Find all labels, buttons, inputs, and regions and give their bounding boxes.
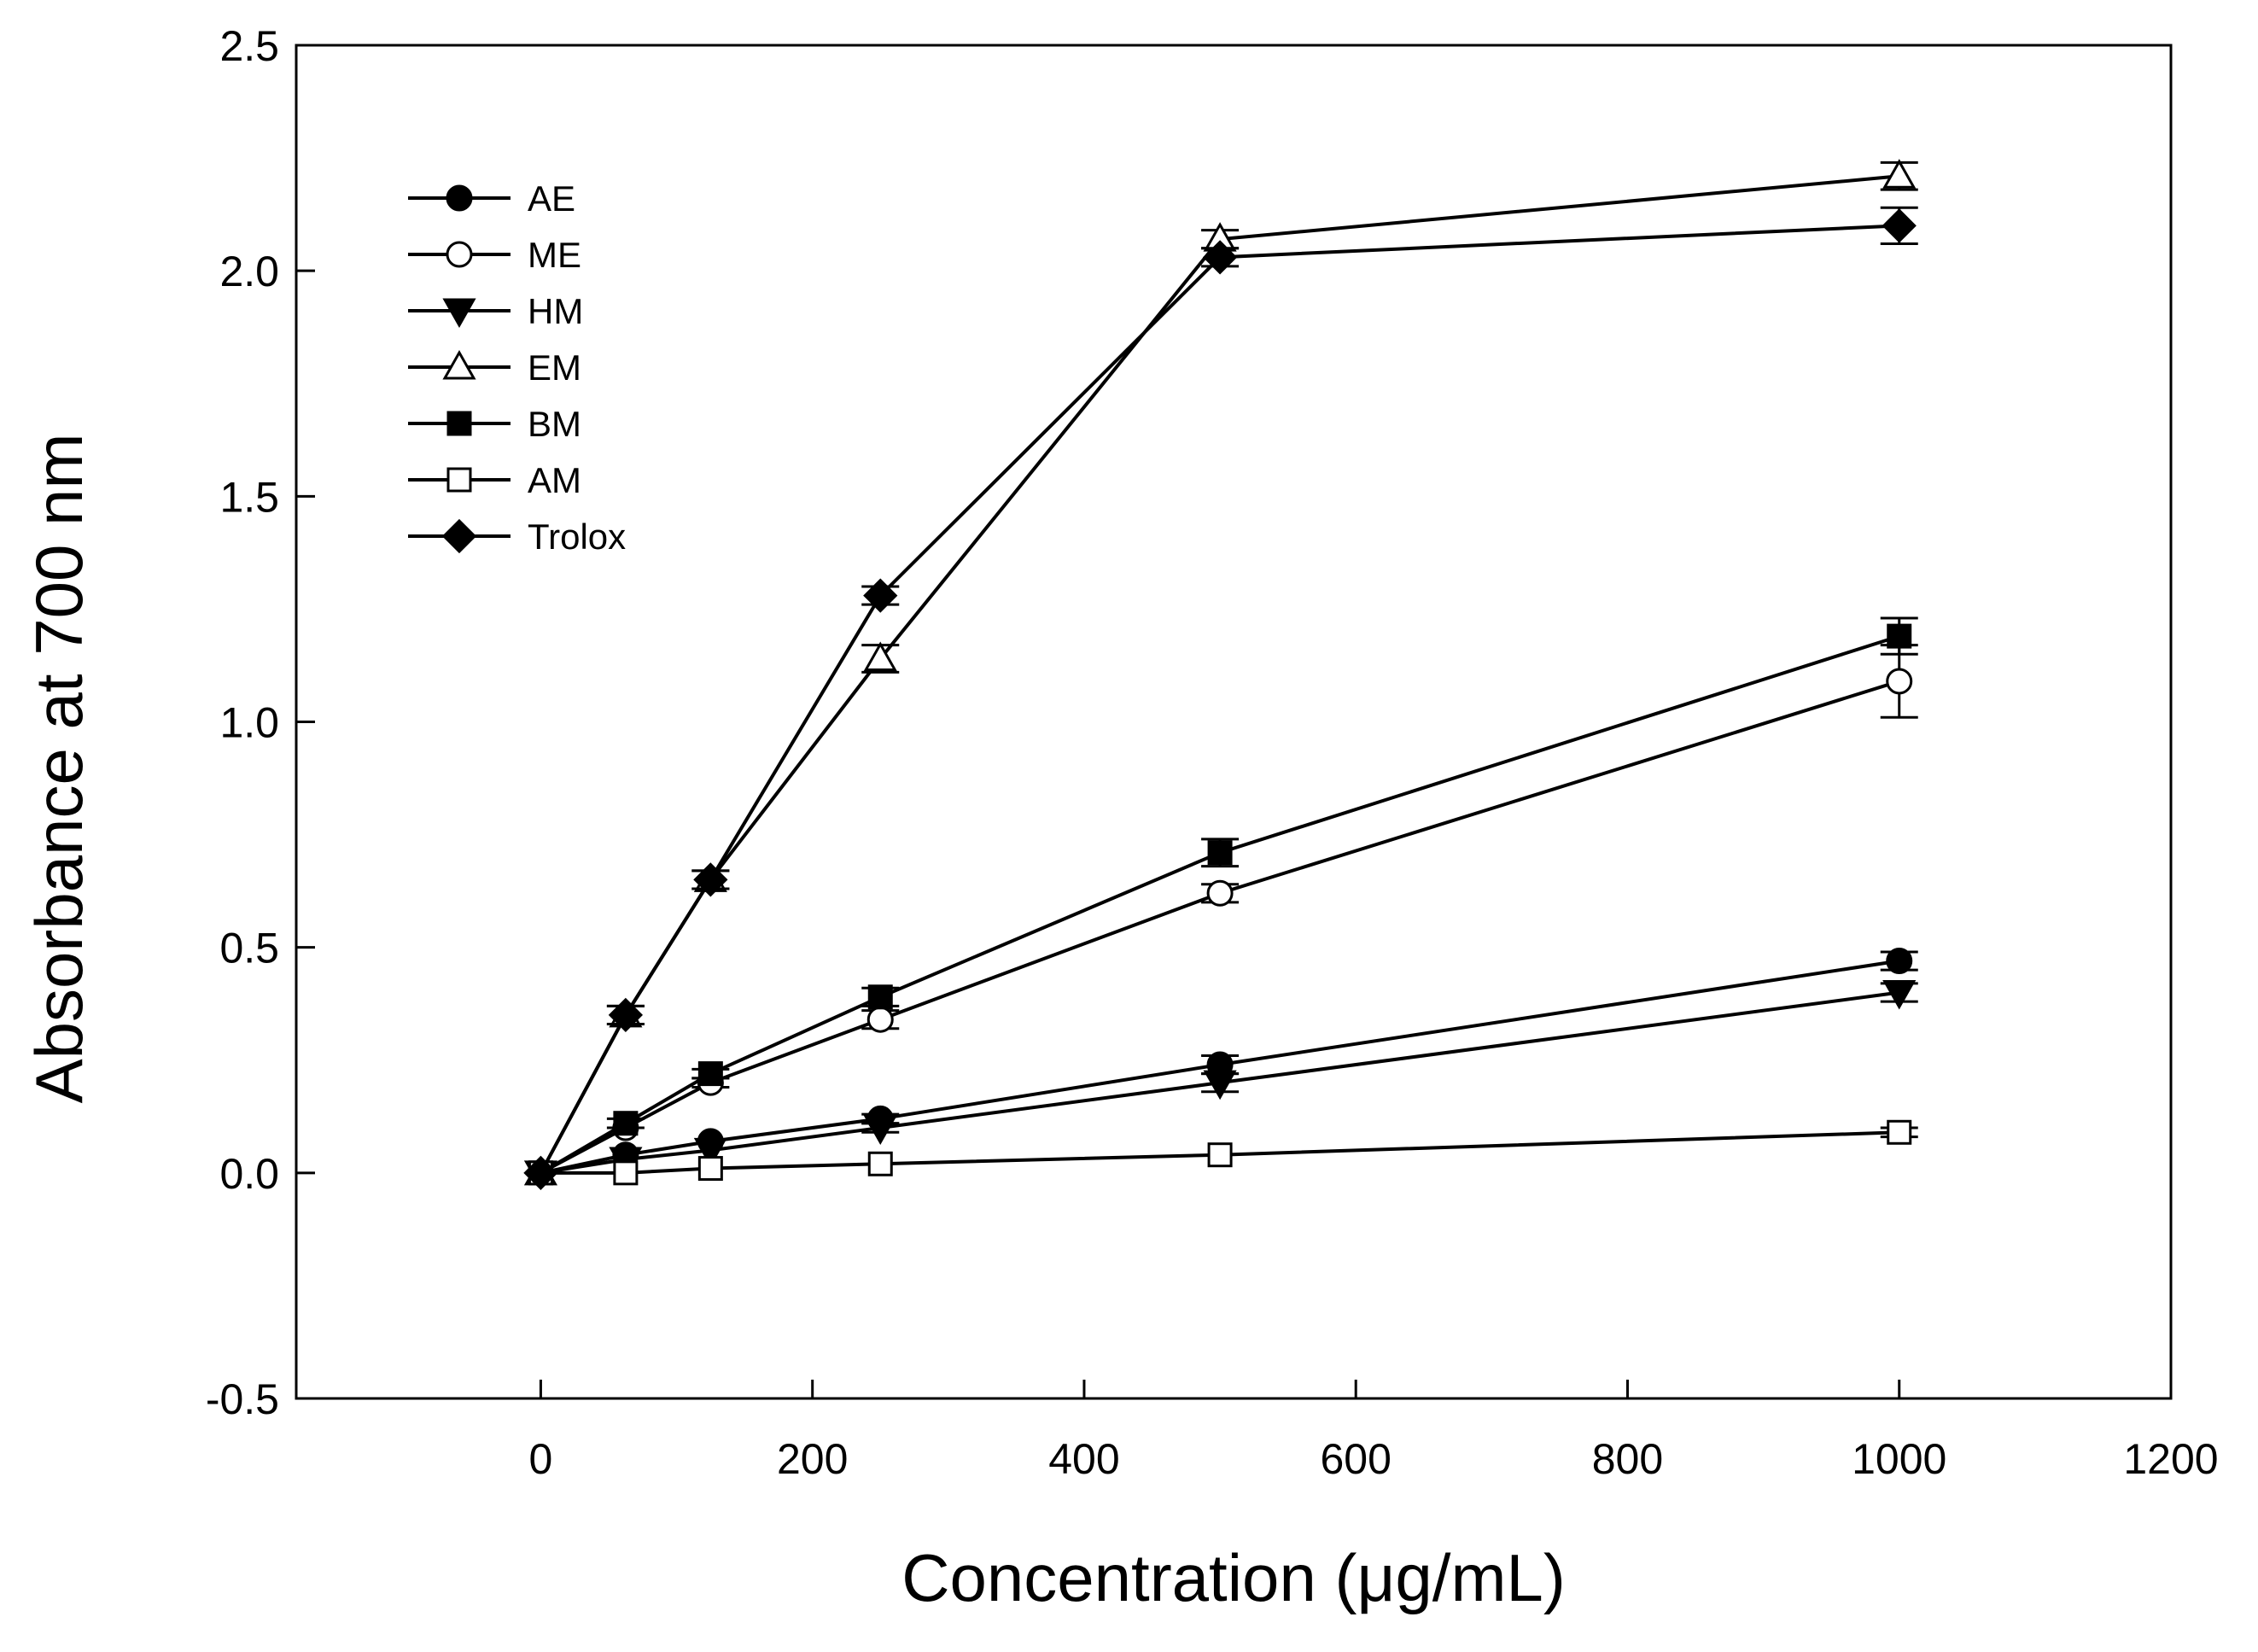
series-em — [523, 159, 1918, 1186]
legend-item-hm: HM — [408, 291, 583, 331]
data-point-trolox — [608, 997, 644, 1033]
data-point-trolox — [523, 1155, 558, 1190]
data-point-ae — [1886, 948, 1913, 975]
data-point-me — [1886, 668, 1913, 695]
series-layer — [523, 159, 1918, 1190]
data-point-bm — [1207, 840, 1233, 866]
data-point-me — [1206, 879, 1234, 907]
series-line-bm — [540, 634, 1900, 1175]
legend-label-hm: HM — [528, 291, 583, 331]
legend-item-am: AM — [408, 460, 581, 500]
data-point-hm — [863, 1115, 897, 1146]
legend-item-bm: BM — [408, 404, 581, 444]
data-point-em — [863, 641, 897, 672]
x-tick-label: 0 — [529, 1435, 553, 1483]
x-tick-label: 600 — [1320, 1435, 1391, 1483]
legend-marker-hm — [442, 298, 476, 329]
data-point-bm — [613, 1111, 639, 1136]
data-point-am — [697, 1156, 723, 1182]
x-tick-label: 400 — [1048, 1435, 1119, 1483]
legend: AE ME HM EM BM AM Trolox — [408, 178, 626, 557]
axes: 0 200 400 600 800 1000 1200 -0.5 0.0 0.5 1.0 1.5 2.0… — [206, 22, 2219, 1483]
legend-label-trolox: Trolox — [528, 517, 626, 557]
data-point-trolox — [1882, 208, 1917, 243]
data-point-hm — [1203, 1070, 1237, 1100]
data-point-em — [1882, 159, 1917, 189]
legend-marker-bm — [446, 411, 472, 436]
legend-item-trolox: Trolox — [408, 517, 626, 557]
legend-label-me: ME — [528, 235, 581, 275]
series-line-ae — [540, 959, 1900, 1175]
series-line-hm — [540, 990, 1900, 1175]
series-trolox — [523, 206, 1918, 1190]
x-tick-label: 1000 — [1852, 1435, 1946, 1483]
data-point-trolox — [863, 578, 898, 613]
legend-marker-ae — [446, 184, 473, 212]
data-point-hm — [693, 1137, 727, 1168]
legend-item-ae: AE — [408, 178, 575, 219]
y-tick-label: 0.0 — [219, 1150, 279, 1198]
series-line-me — [540, 680, 1900, 1175]
legend-item-me: ME — [408, 235, 581, 275]
y-tick-label: 1.0 — [219, 699, 279, 747]
x-tick-label: 200 — [777, 1435, 848, 1483]
y-tick-label: 1.5 — [219, 473, 279, 521]
x-tick-label: 800 — [1592, 1435, 1663, 1483]
legend-item-em: EM — [408, 347, 581, 388]
series-line-em — [539, 174, 1899, 1174]
y-tick-label: -0.5 — [206, 1375, 279, 1423]
legend-label-ae: AE — [528, 178, 575, 219]
series-me — [527, 644, 1918, 1187]
y-tick-label: 2.0 — [219, 248, 279, 295]
legend-marker-trolox — [441, 518, 477, 554]
legend-label-am: AM — [528, 460, 581, 500]
legend-marker-em — [442, 349, 476, 380]
data-point-bm — [1887, 623, 1912, 649]
data-point-am — [867, 1151, 893, 1176]
data-point-bm — [697, 1061, 723, 1087]
x-axis-title: Concentration (μg/mL) — [901, 1540, 1566, 1615]
y-axis-title: Absorbance at 700 nm — [21, 434, 96, 1104]
data-point-am — [613, 1160, 639, 1186]
legend-label-em: EM — [528, 347, 581, 388]
data-point-am — [1887, 1119, 1912, 1145]
data-point-me — [866, 1006, 894, 1033]
data-point-hm — [1882, 980, 1917, 1010]
data-point-bm — [867, 984, 893, 1010]
data-point-trolox — [1202, 240, 1238, 275]
data-point-am — [1207, 1142, 1233, 1168]
y-tick-label: 2.5 — [219, 22, 279, 70]
y-tick-label: 0.5 — [219, 925, 279, 972]
legend-marker-am — [446, 467, 472, 493]
legend-label-bm: BM — [528, 404, 581, 444]
legend-marker-me — [446, 241, 473, 268]
series-line-am — [540, 1130, 1899, 1175]
series-am — [528, 1119, 1918, 1186]
x-tick-label: 1200 — [2123, 1435, 2218, 1483]
series-line-trolox — [539, 224, 1899, 1174]
data-point-trolox — [693, 862, 728, 897]
